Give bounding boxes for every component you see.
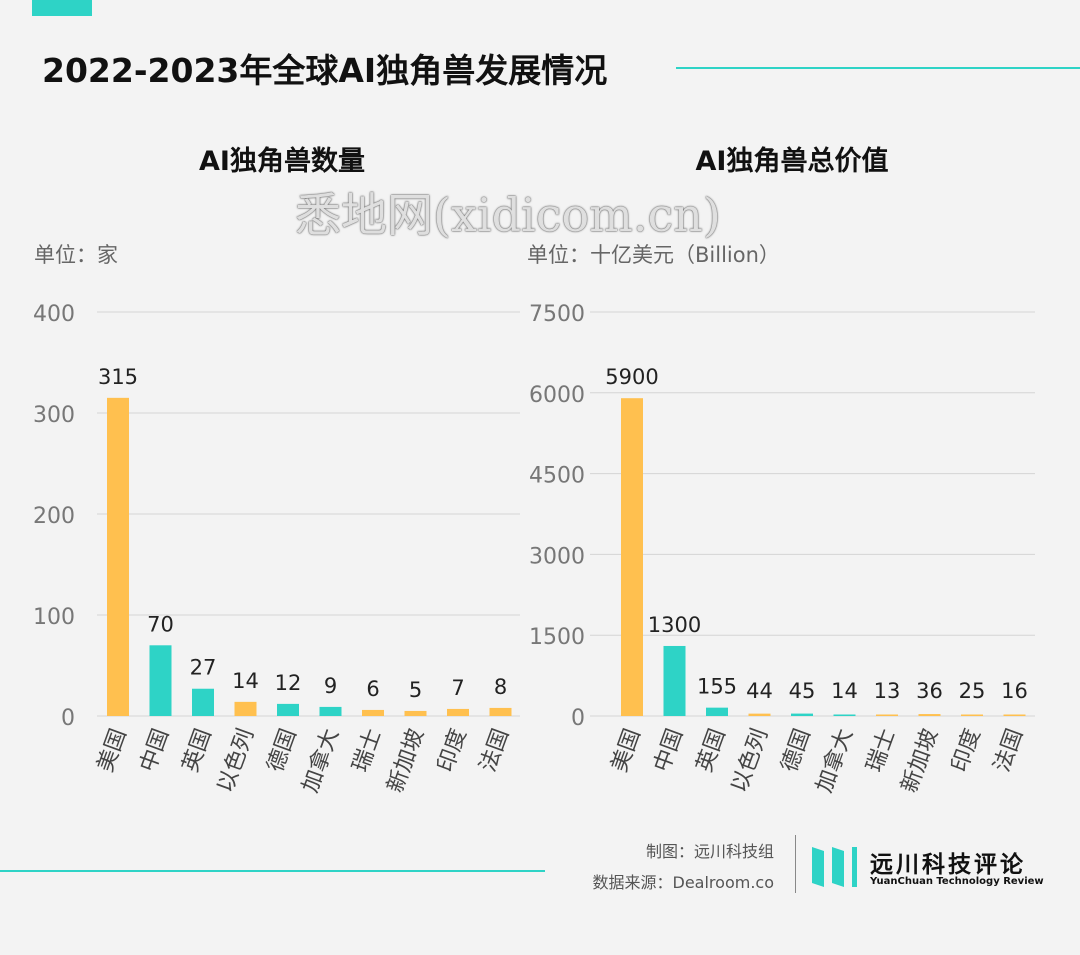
data-label: 5900	[605, 365, 658, 389]
y-tick-label: 200	[33, 504, 75, 529]
logo-text: 远川科技评论	[870, 852, 1026, 878]
y-tick-label: 400	[33, 302, 75, 327]
x-tick-label: 瑞士	[862, 726, 901, 776]
unit-label: 单位：家	[34, 243, 118, 267]
bar	[192, 688, 214, 716]
bar	[961, 714, 983, 716]
bar	[621, 398, 643, 716]
data-label: 45	[789, 679, 816, 703]
unit-label: 单位：十亿美元（Billion）	[527, 243, 780, 267]
data-label: 36	[916, 679, 943, 703]
bar	[107, 397, 129, 716]
data-label: 16	[1001, 679, 1028, 703]
bar	[706, 707, 728, 716]
x-tick-label: 加拿大	[811, 725, 858, 796]
footer-divider	[795, 835, 796, 893]
data-label: 8	[494, 675, 507, 699]
y-tick-label: 0	[61, 706, 75, 731]
y-tick-label: 100	[33, 605, 75, 630]
y-tick-label: 6000	[529, 383, 585, 408]
x-tick-label: 印度	[433, 726, 472, 776]
data-label: 155	[697, 675, 737, 699]
data-label: 44	[746, 679, 773, 703]
x-tick-label: 瑞士	[348, 726, 387, 776]
x-tick-label: 美国	[607, 726, 646, 776]
x-tick-label: 新加坡	[897, 726, 943, 797]
x-tick-label: 德国	[777, 726, 816, 776]
data-label: 5	[409, 678, 422, 702]
data-label: 9	[324, 674, 337, 698]
x-tick-label: 加拿大	[297, 725, 344, 796]
data-label: 6	[366, 677, 379, 701]
accent-bar	[32, 0, 92, 16]
y-tick-label: 300	[33, 403, 75, 428]
data-label: 12	[275, 671, 302, 695]
x-tick-label: 美国	[93, 726, 132, 776]
bar	[404, 710, 427, 716]
bar	[362, 709, 384, 716]
bar	[748, 713, 771, 716]
data-label: 70	[147, 612, 174, 636]
bar	[1003, 714, 1026, 716]
x-tick-label: 英国	[178, 726, 217, 776]
footer-source: 数据来源：Dealroom.co	[592, 873, 774, 892]
bar	[876, 714, 898, 716]
bar	[663, 645, 686, 716]
x-tick-label: 以色列	[727, 726, 773, 797]
footer-made-by: 制图：远川科技组	[645, 842, 774, 861]
x-tick-label: 中国	[650, 726, 689, 776]
x-tick-label: 英国	[692, 726, 731, 776]
data-label: 14	[232, 669, 259, 693]
bar	[791, 713, 813, 716]
data-label: 27	[190, 656, 217, 680]
page-title: 2022-2023年全球AI独角兽发展情况	[42, 51, 608, 90]
data-label: 7	[451, 676, 464, 700]
x-tick-label: 新加坡	[383, 726, 429, 797]
chart-title: AI独角兽总价值	[696, 145, 889, 177]
logo-subtext: YuanChuan Technology Review	[870, 876, 1044, 887]
data-label: 25	[959, 679, 986, 703]
y-tick-label: 1500	[529, 625, 585, 650]
y-tick-label: 0	[571, 706, 585, 731]
bar	[149, 645, 172, 716]
bar	[833, 714, 856, 716]
y-tick-label: 7500	[529, 302, 585, 327]
bar	[234, 701, 257, 716]
logo-mark-icon	[812, 847, 857, 887]
watermark: 悉地网(xidicom.cn)	[295, 188, 721, 242]
chart-title: AI独角兽数量	[199, 145, 365, 177]
bar	[319, 706, 342, 716]
footer-rule	[0, 870, 545, 872]
x-tick-label: 法国	[990, 726, 1029, 776]
title-rule	[676, 67, 1080, 69]
data-label: 13	[874, 679, 901, 703]
bar	[447, 708, 469, 716]
bar	[489, 707, 512, 716]
y-tick-label: 3000	[529, 544, 585, 569]
x-tick-label: 印度	[947, 726, 986, 776]
x-tick-label: 法国	[476, 726, 515, 776]
data-label: 315	[98, 365, 138, 389]
data-label: 1300	[648, 613, 701, 637]
y-tick-label: 4500	[529, 464, 585, 489]
x-tick-label: 德国	[263, 726, 302, 776]
data-label: 14	[831, 679, 858, 703]
bar	[918, 714, 941, 716]
x-tick-label: 中国	[136, 726, 175, 776]
bar	[277, 703, 299, 716]
x-tick-label: 以色列	[213, 726, 259, 797]
